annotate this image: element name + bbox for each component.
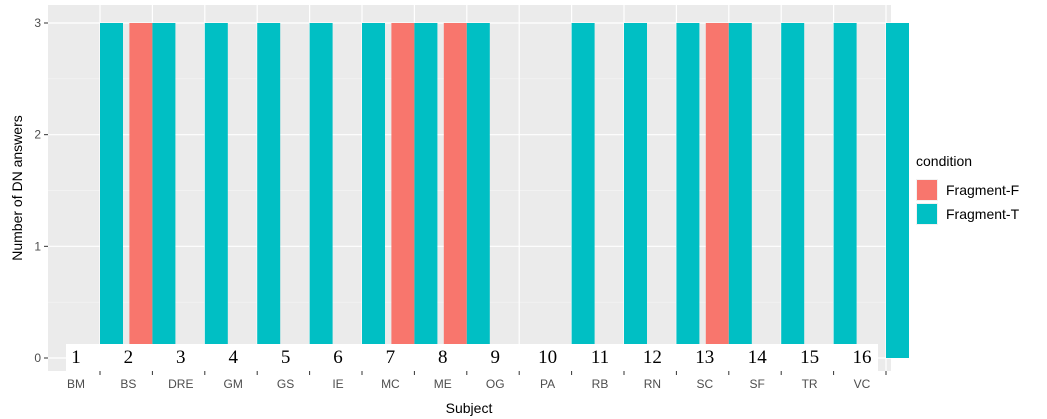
bar-fragment-t-bs (152, 23, 176, 358)
subject-number: 14 (748, 347, 768, 368)
x-tick-label: VC (854, 377, 871, 391)
bar-fragment-t-tr (833, 23, 857, 358)
bar-fragment-t-dre (204, 23, 228, 358)
bar-fragment-t-me (466, 23, 490, 358)
subject-number: 12 (643, 347, 662, 368)
subject-number: 7 (386, 347, 396, 368)
subject-number: 5 (281, 347, 291, 368)
y-tick-label: 2 (34, 128, 41, 142)
bar-fragment-f-me (443, 23, 467, 358)
bar-fragment-f-bs (129, 23, 153, 358)
x-tick-label: DRE (168, 377, 193, 391)
legend-swatch (917, 180, 937, 200)
legend-title: condition (916, 153, 972, 169)
subject-number: 16 (853, 347, 872, 368)
number-strip (66, 344, 878, 371)
legend: condition Fragment-F Fragment-T (916, 153, 1020, 225)
x-tick-label: RN (644, 377, 661, 391)
subject-number: 13 (695, 347, 714, 368)
bar-fragment-t-pa (571, 23, 595, 358)
x-tick-label: GM (224, 377, 243, 391)
subject-number: 1 (71, 347, 81, 368)
bars (100, 23, 909, 358)
subject-number: 6 (333, 347, 343, 368)
subject-number: 11 (591, 347, 609, 368)
bar-fragment-f-mc (391, 23, 415, 358)
x-tick-label: RB (592, 377, 609, 391)
x-tick-label: BS (120, 377, 136, 391)
legend-swatch (917, 204, 937, 224)
x-axis-ticks: BM BS DRE GM GS IE MC ME OG PA RB RN SC SF TR VC (67, 371, 887, 391)
x-tick-label: TR (802, 377, 818, 391)
y-tick-label: 1 (34, 239, 41, 253)
x-tick-label: SF (750, 377, 765, 391)
bar-fragment-t-ie (362, 23, 385, 358)
x-tick-label: SC (696, 377, 713, 391)
subject-number-labels: 1 2 3 4 5 6 7 8 9 10 11 12 13 14 15 16 (66, 344, 878, 371)
bar-fragment-t-sf (781, 23, 805, 358)
y-tick-label: 3 (34, 16, 41, 30)
x-tick-label: MC (381, 377, 400, 391)
x-axis-title: Subject (446, 400, 493, 416)
x-tick-label: PA (540, 377, 555, 391)
bar-fragment-t-gs (309, 23, 333, 358)
x-tick-label: IE (332, 377, 343, 391)
y-tick-label: 0 (34, 351, 41, 365)
subject-number: 3 (176, 347, 186, 368)
x-tick-label: ME (434, 377, 452, 391)
legend-label: Fragment-F (946, 182, 1019, 198)
subject-number: 15 (800, 347, 819, 368)
x-tick-label: OG (486, 377, 505, 391)
bar-fragment-t-rn (676, 23, 700, 358)
subject-number: 9 (490, 347, 500, 368)
bar-fragment-t-sc (728, 23, 752, 358)
bar-fragment-t-gm (257, 23, 281, 358)
y-axis-ticks: 0 1 2 3 (34, 16, 48, 365)
bar-fragment-t-mc (414, 23, 438, 358)
subject-number: 2 (124, 347, 134, 368)
x-tick-label: GS (277, 377, 294, 391)
bar-fragment-t-vc (886, 23, 909, 358)
bar-fragment-t-bm (100, 23, 123, 358)
bar-fragment-t-rb (624, 23, 647, 358)
bar-fragment-f-sc (705, 23, 729, 358)
subject-number: 10 (538, 347, 557, 368)
subject-number: 4 (228, 347, 238, 368)
y-axis-title: Number of DN answers (9, 115, 25, 261)
x-tick-label: BM (67, 377, 85, 391)
subject-number: 8 (438, 347, 448, 368)
legend-label: Fragment-T (946, 206, 1020, 222)
